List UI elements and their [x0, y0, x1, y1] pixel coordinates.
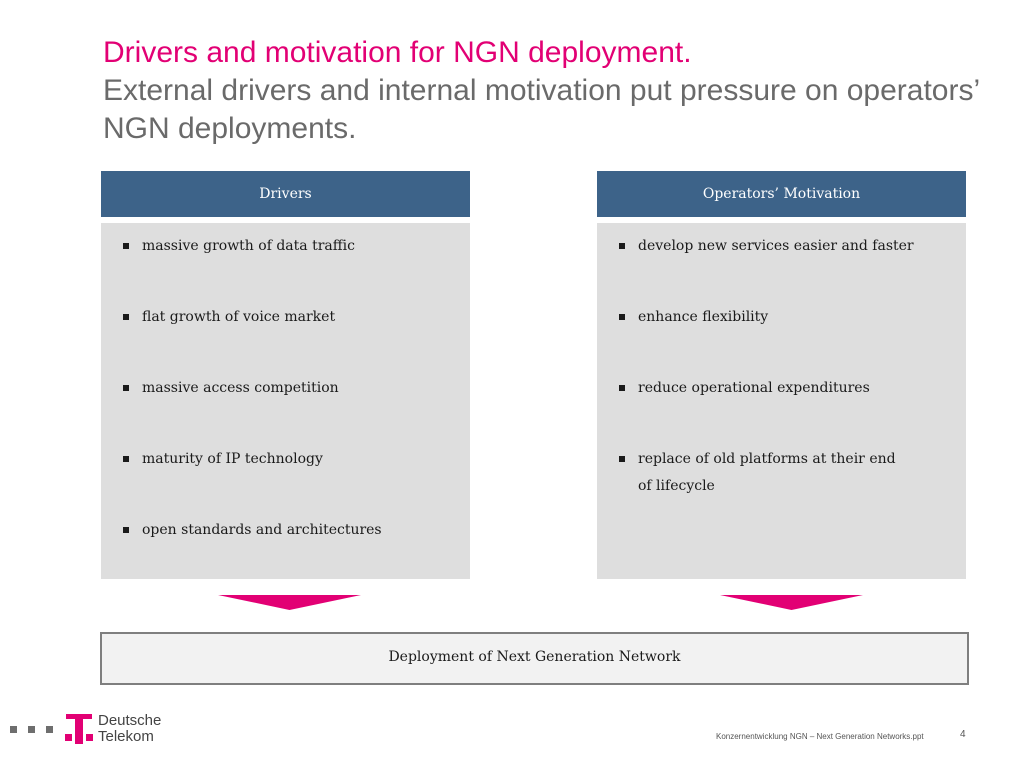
result-label: Deployment of Next Generation Network [388, 649, 681, 665]
motivation-body: develop new services easier and faster e… [597, 223, 966, 579]
deutsche-telekom-logo: Deutsche Telekom [10, 712, 161, 746]
page-subtitle: External drivers and internal motivation… [103, 74, 980, 145]
logo-dot-icon [10, 725, 17, 733]
list-item: replace of old platforms at their end of… [619, 446, 908, 500]
square-bullet-icon [123, 385, 129, 391]
list-item: maturity of IP technology [123, 446, 456, 473]
logo-dot-icon [28, 725, 35, 733]
motivation-column: Operators’ Motivation develop new servic… [597, 171, 966, 579]
drivers-header: Drivers [101, 171, 470, 220]
list-item: massive access competition [123, 375, 456, 402]
drivers-column: Drivers massive growth of data traffic f… [101, 171, 470, 579]
page-number: 4 [960, 729, 966, 740]
square-bullet-icon [619, 314, 625, 320]
title-block: Drivers and motivation for NGN deploymen… [103, 34, 983, 148]
page-title: Drivers and motivation for NGN deploymen… [103, 36, 692, 69]
logo-wordmark: Deutsche Telekom [98, 712, 162, 745]
result-box: Deployment of Next Generation Network [100, 632, 969, 685]
square-bullet-icon [123, 527, 129, 533]
list-item: massive growth of data traffic [123, 233, 456, 260]
square-bullet-icon [619, 385, 625, 391]
square-bullet-icon [619, 243, 625, 249]
footer-note: Konzernentwicklung NGN – Next Generation… [716, 732, 924, 741]
list-item: flat growth of voice market [123, 304, 456, 331]
list-item: open standards and architectures [123, 517, 456, 544]
list-item: enhance flexibility [619, 304, 952, 331]
drivers-body: massive growth of data traffic flat grow… [101, 223, 470, 579]
list-item: reduce operational expenditures [619, 375, 952, 402]
telekom-t-icon [65, 712, 93, 746]
square-bullet-icon [123, 243, 129, 249]
square-bullet-icon [619, 456, 625, 462]
square-bullet-icon [123, 314, 129, 320]
motivation-list: develop new services easier and faster e… [619, 233, 952, 500]
list-item: develop new services easier and faster [619, 233, 952, 260]
motivation-header: Operators’ Motivation [597, 171, 966, 220]
square-bullet-icon [123, 456, 129, 462]
drivers-list: massive growth of data traffic flat grow… [123, 233, 456, 544]
logo-dot-icon [46, 725, 53, 733]
